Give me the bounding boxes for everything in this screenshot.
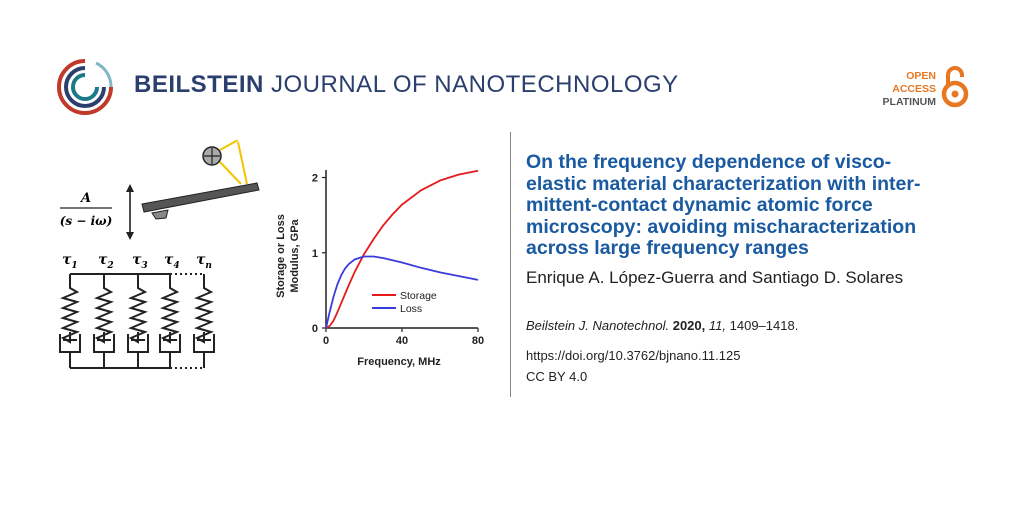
open-access-lock-icon (941, 66, 969, 108)
legend-loss-label: Loss (400, 303, 422, 315)
chart-ylabel-line1: Storage or Loss (275, 214, 287, 298)
citation-journal: Beilstein J. Nanotechnol. (526, 318, 670, 333)
license: CC BY 4.0 (526, 369, 588, 384)
laser-beam (219, 140, 239, 151)
legend-storage-label: Storage (400, 290, 437, 302)
spring-4 (160, 274, 180, 344)
chart-xlabel: Frequency, MHz (357, 356, 441, 368)
title-line: elastic material characterization with i… (526, 172, 921, 195)
article-authors: Enrique A. López-Guerra and Santiago D. … (526, 268, 904, 287)
article-title: On the frequency dependence of visco- el… (526, 151, 966, 260)
spring-5 (194, 274, 214, 344)
chart-ylabel-line2: Modulus, GPa (289, 218, 301, 292)
chart-series (325, 169, 479, 329)
cantilever-tip (151, 209, 169, 220)
spring-1 (60, 274, 80, 344)
tau-2: τ2 (98, 252, 114, 271)
spring-2 (94, 274, 114, 344)
access-label: ACCESS (892, 83, 936, 95)
y-tick-label: 1 (312, 248, 318, 260)
divider (510, 132, 511, 397)
citation-volume: 11, (708, 318, 726, 333)
chart-text: Frequency, MHz Storage or Loss Modulus, … (275, 214, 441, 368)
y-tick-label: 2 (312, 173, 318, 185)
title-line: On the frequency dependence of visco- (526, 151, 892, 173)
cantilever (141, 182, 260, 213)
series-loss-line (325, 255, 479, 329)
journal-name-rest: JOURNAL OF NANOTECHNOLOGY (271, 71, 679, 98)
x-tick-label: 0 (323, 335, 329, 347)
y-tick-label: 0 (312, 323, 318, 335)
beilstein-logo-icon (57, 59, 113, 115)
tau-4: τ4 (164, 252, 180, 271)
x-tick-label: 80 (472, 335, 484, 347)
journal-name: BEILSTEIN JOURNAL OF NANOTECHNOLOGY (134, 71, 679, 99)
spring-3 (128, 274, 148, 344)
citation-pages: 1409–1418. (729, 318, 799, 333)
title-line: microscopy: avoiding mischaracterization (526, 215, 917, 238)
journal-name-bold: BEILSTEIN (134, 71, 264, 98)
article-citation: Beilstein J. Nanotechnol. 2020, 11, 1409… (526, 318, 798, 333)
title-line: mittent-contact dynamic atomic force (526, 194, 873, 216)
viscoelastic-model-graphic: A (s − iω) τ1 τ2 τ3 τ4 τn (59, 140, 260, 369)
fraction-denominator: (s − iω) (60, 214, 113, 228)
doi-link[interactable]: https://doi.org/10.3762/bjnano.11.125 (526, 348, 741, 363)
series-storage-line (325, 169, 479, 329)
title-line: across large frequency ranges (526, 237, 809, 259)
tau-1: τ1 (62, 252, 78, 271)
tau-3: τ3 (132, 252, 148, 271)
modulus-chart: 0 40 80 0 1 2 Frequency, MHz Storage or Loss … (275, 169, 484, 368)
open-label: OPEN (906, 70, 936, 82)
tau-n: τn (196, 252, 212, 271)
fraction-numerator: A (79, 191, 91, 206)
citation-year: 2020, (672, 318, 706, 333)
platinum-label: PLATINUM (882, 96, 936, 108)
x-tick-label: 40 (396, 335, 408, 347)
open-access-badge: OPEN ACCESS PLATINUM (848, 70, 936, 109)
chart-axes: 0 40 80 0 1 2 (312, 170, 484, 347)
spring-dashpot-network (59, 273, 215, 369)
